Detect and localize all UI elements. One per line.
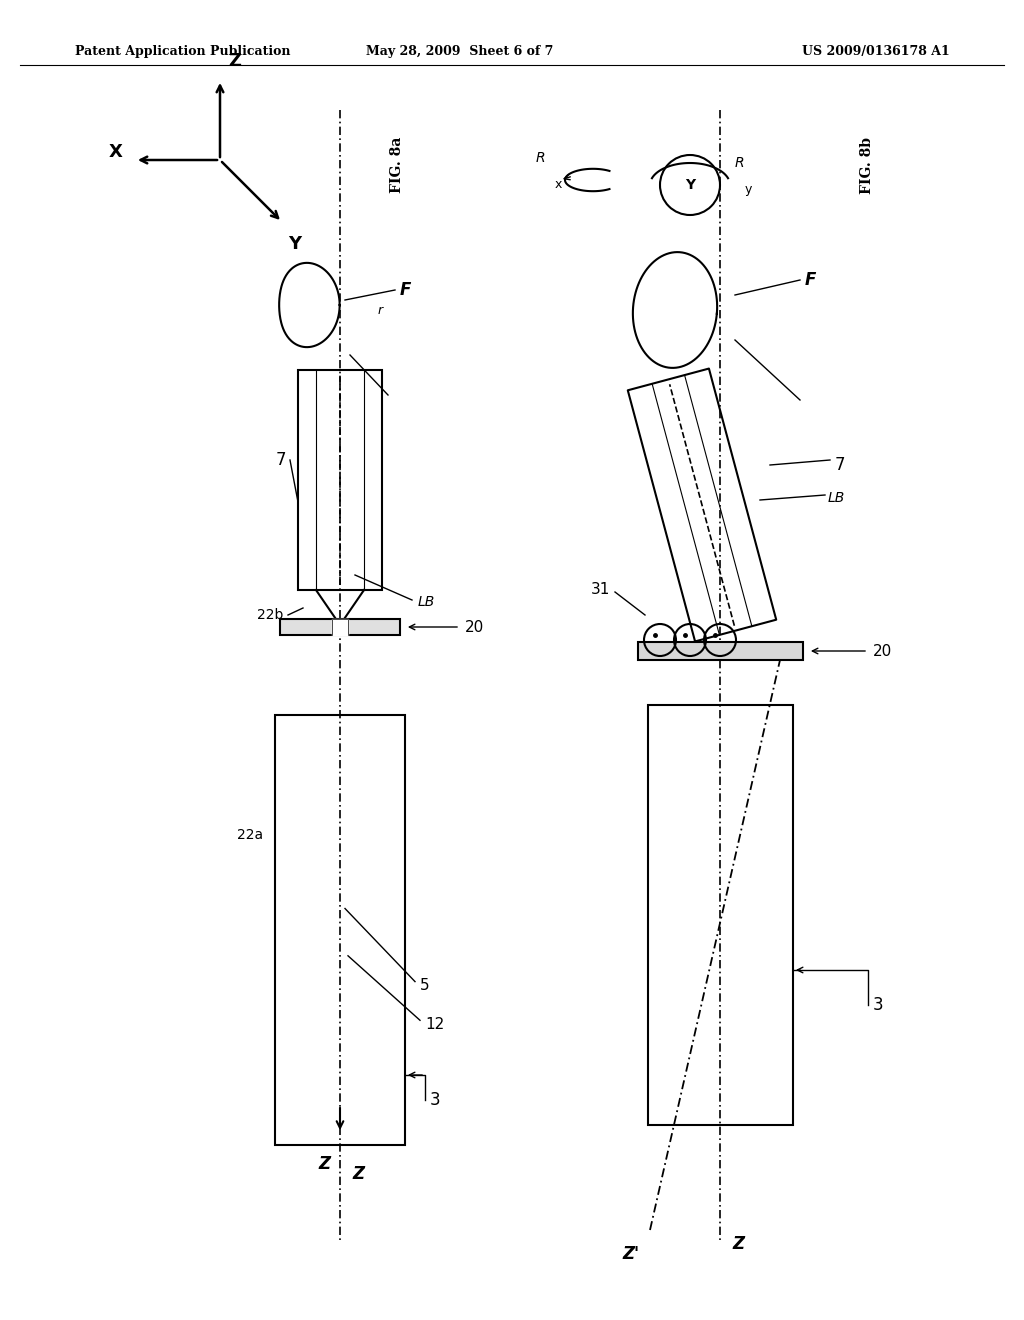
Bar [298, 370, 382, 590]
Text: 5: 5 [420, 978, 430, 994]
Text: Patent Application Publication: Patent Application Publication [75, 45, 291, 58]
Text: 22a: 22a [237, 829, 263, 842]
Text: Y: Y [685, 178, 695, 191]
Text: LB: LB [828, 491, 845, 506]
Text: 7: 7 [835, 455, 846, 474]
Bar [280, 619, 400, 635]
Text: 31: 31 [591, 582, 610, 598]
Text: F: F [400, 281, 412, 300]
Text: Z: Z [352, 1166, 364, 1183]
Text: Z: Z [732, 1236, 744, 1253]
Text: Y: Y [288, 235, 301, 253]
Text: 3: 3 [873, 997, 884, 1014]
Text: x: x [555, 178, 562, 191]
Text: 20: 20 [873, 644, 892, 659]
Text: F: F [805, 271, 816, 289]
Text: 7: 7 [275, 451, 286, 469]
Text: R: R [536, 150, 545, 165]
Text: May 28, 2009  Sheet 6 of 7: May 28, 2009 Sheet 6 of 7 [367, 45, 554, 58]
Text: 12: 12 [425, 1018, 444, 1032]
Bar [648, 705, 793, 1125]
Text: FIG. 8b: FIG. 8b [860, 136, 874, 194]
Text: Z': Z' [623, 1245, 640, 1263]
Text: FIG. 8a: FIG. 8a [390, 137, 404, 193]
Text: 3: 3 [430, 1092, 440, 1109]
Polygon shape [332, 619, 348, 635]
Text: LB: LB [418, 595, 435, 609]
Text: r: r [378, 304, 383, 317]
Bar [638, 642, 803, 660]
Text: US 2009/0136178 A1: US 2009/0136178 A1 [802, 45, 950, 58]
Text: y: y [745, 183, 753, 195]
Bar [275, 715, 406, 1144]
Text: X: X [110, 143, 123, 161]
Text: Z: Z [228, 51, 241, 70]
Text: R: R [735, 156, 744, 170]
Text: 20: 20 [465, 619, 484, 635]
Text: 22b: 22b [257, 609, 283, 622]
Text: Z: Z [318, 1155, 330, 1173]
